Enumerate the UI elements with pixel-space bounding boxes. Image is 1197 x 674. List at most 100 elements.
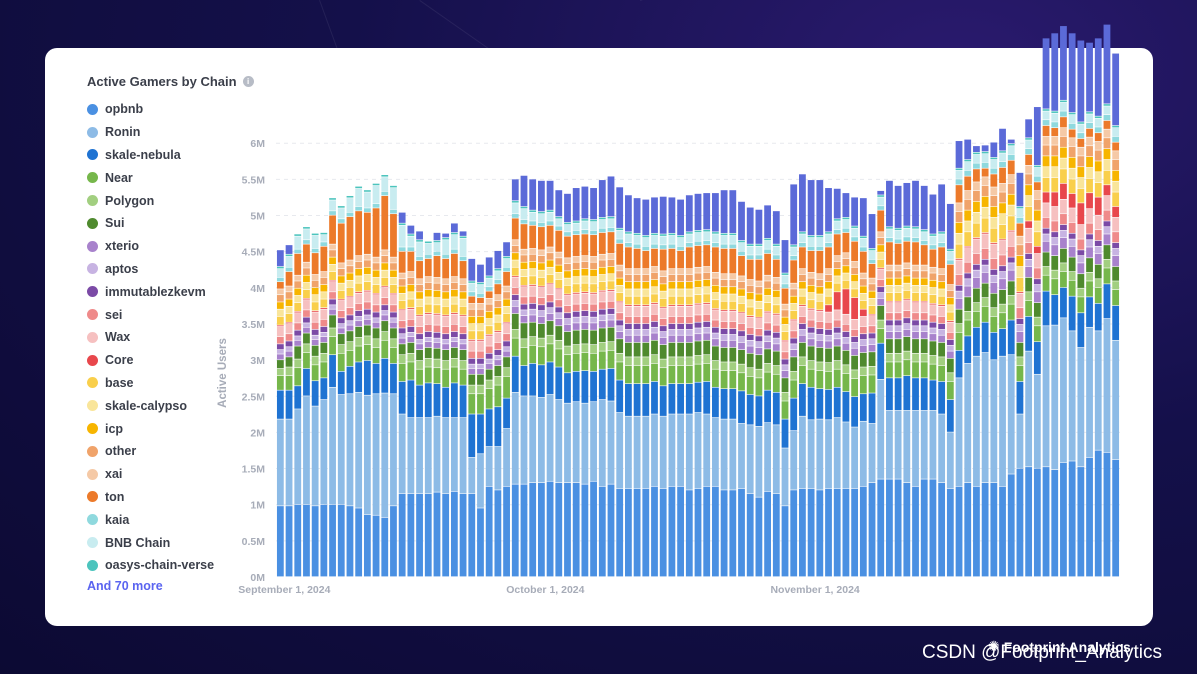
legend-item[interactable]: BNB Chain [87, 531, 214, 554]
bar-segment [685, 414, 693, 490]
legend-item[interactable]: Sui [87, 212, 214, 235]
bar-segment [668, 323, 676, 330]
bar-segment [1103, 227, 1111, 234]
bar-segment [1042, 136, 1050, 145]
legend-item[interactable]: skale-nebula [87, 144, 214, 167]
bar-segment [442, 369, 450, 387]
bar-segment [746, 317, 754, 327]
legend-item[interactable]: xterio [87, 235, 214, 258]
legend-item[interactable]: Wax [87, 326, 214, 349]
legend-item[interactable]: Core [87, 349, 214, 372]
bar-segment [529, 225, 537, 249]
legend-item[interactable]: Near [87, 166, 214, 189]
bar-segment [1042, 217, 1050, 228]
bar-segment [398, 344, 406, 355]
legend-item[interactable]: immutablezkevm [87, 280, 214, 303]
legend-item[interactable]: icp [87, 417, 214, 440]
bar-segment [738, 313, 745, 324]
bar-segment [659, 308, 667, 319]
bar-segment [529, 363, 537, 396]
bar-segment [807, 300, 815, 309]
bar-segment [1033, 210, 1041, 221]
legend-item[interactable]: opbnb [87, 98, 214, 121]
bar-segment [381, 270, 389, 278]
legend-item[interactable]: kaia [87, 508, 214, 531]
bar-segment [337, 504, 345, 577]
bar-segment [973, 154, 980, 163]
bar-segment [503, 323, 510, 334]
bar-segment [407, 332, 415, 337]
bar-segment [355, 255, 363, 262]
legend-more-link[interactable]: And 70 more [87, 578, 163, 593]
bar-segment [746, 425, 754, 494]
bar-segment [355, 310, 363, 317]
legend-item[interactable]: Polygon [87, 189, 214, 212]
bar-segment [416, 385, 423, 418]
bar-segment [1007, 160, 1015, 175]
bar-segment [546, 321, 554, 335]
bar-segment [712, 272, 719, 278]
bar-segment [276, 506, 284, 577]
bar-segment [912, 271, 919, 278]
bar-segment [738, 289, 745, 296]
bar-segment [877, 292, 885, 299]
bar-segment [781, 275, 789, 284]
bar-segment [973, 190, 980, 202]
bar-segment [355, 303, 363, 311]
bar-segment [625, 247, 632, 269]
bar-segment [285, 506, 293, 577]
bar-segment [694, 364, 702, 382]
bar-segment [372, 208, 380, 257]
legend-item[interactable]: ton [87, 486, 214, 509]
bar-segment [842, 422, 850, 489]
bar-segment [694, 488, 702, 577]
bar-segment [651, 302, 658, 304]
legend-item[interactable]: xai [87, 463, 214, 486]
bar-segment [990, 275, 998, 283]
bar-segment [346, 315, 354, 321]
bar-segment [990, 258, 998, 270]
bar-segment [999, 151, 1006, 153]
bar-segment [424, 243, 432, 254]
bar-segment [755, 259, 763, 281]
bar-segment [886, 320, 893, 326]
bar-segment [685, 305, 693, 306]
bar-segment [851, 396, 859, 427]
bar-segment [1103, 170, 1111, 185]
bar-segment [903, 323, 911, 330]
bar-segment [816, 294, 824, 301]
legend-item[interactable]: other [87, 440, 214, 463]
bar-segment [303, 229, 310, 240]
bar-segment [868, 314, 876, 316]
legend-item[interactable]: oasys-chain-verse [87, 554, 214, 577]
x-tick-label: September 1, 2024 [238, 584, 330, 596]
brand-name: Footprint Analytics [1003, 638, 1131, 655]
legend-item[interactable]: sei [87, 303, 214, 326]
bar-segment [799, 282, 806, 289]
bar-segment [642, 323, 650, 330]
bar-segment [851, 427, 859, 489]
legend-item[interactable]: base [87, 372, 214, 395]
legend-item[interactable]: skale-calypso [87, 394, 214, 417]
legend-item[interactable]: aptos [87, 258, 214, 281]
bar-segment [303, 227, 310, 229]
bar-segment [511, 484, 519, 577]
bar-segment [851, 370, 859, 379]
bar-segment [1077, 188, 1085, 203]
bar-segment [537, 316, 545, 324]
bar-segment [946, 260, 954, 265]
bar-segment [442, 306, 450, 315]
info-icon[interactable]: i [242, 76, 254, 87]
bar-segment [442, 292, 450, 299]
bar-segment [1051, 470, 1059, 577]
bar-segment [1007, 257, 1015, 263]
bar-segment [355, 362, 363, 393]
bar-segment [868, 250, 876, 260]
bar-segment [790, 283, 798, 289]
legend-item[interactable]: Ronin [87, 121, 214, 144]
bar-segment [276, 368, 284, 376]
bar-segment [381, 263, 389, 270]
bar-segment [607, 232, 615, 254]
bar-segment [1112, 281, 1120, 290]
bar-segment [912, 292, 919, 301]
